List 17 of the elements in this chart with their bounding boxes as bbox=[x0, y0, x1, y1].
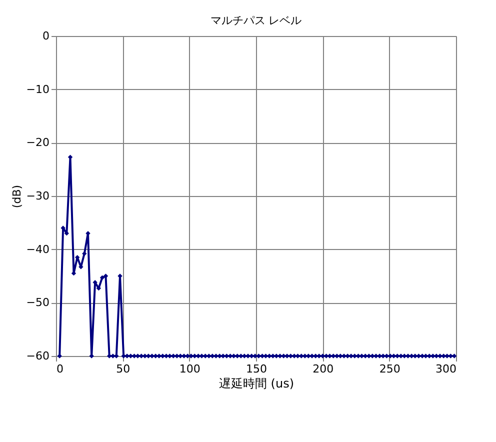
y-tick-label: −20 bbox=[26, 136, 50, 150]
y-axis-title: (dB) bbox=[10, 184, 24, 208]
chart-title: マルチパス レベル bbox=[210, 14, 302, 27]
y-tick-label: −40 bbox=[26, 242, 50, 256]
x-tick-label: 300 bbox=[436, 362, 456, 376]
x-tick-label: 100 bbox=[179, 362, 200, 376]
y-tick-label: 0 bbox=[42, 30, 50, 42]
y-tick-label: −10 bbox=[26, 82, 50, 96]
y-tick-label: −30 bbox=[26, 190, 50, 202]
y-tick-label: −50 bbox=[26, 296, 50, 310]
x-axis-title: 遅延時間 (us) bbox=[218, 376, 294, 390]
x-tick-label: 50 bbox=[116, 362, 130, 376]
x-tick-label: 0 bbox=[56, 362, 64, 376]
x-tick-label: 200 bbox=[312, 362, 334, 376]
y-tick-label: −60 bbox=[26, 350, 50, 362]
x-tick-label: 250 bbox=[379, 362, 400, 376]
x-tick-label: 150 bbox=[246, 362, 267, 376]
